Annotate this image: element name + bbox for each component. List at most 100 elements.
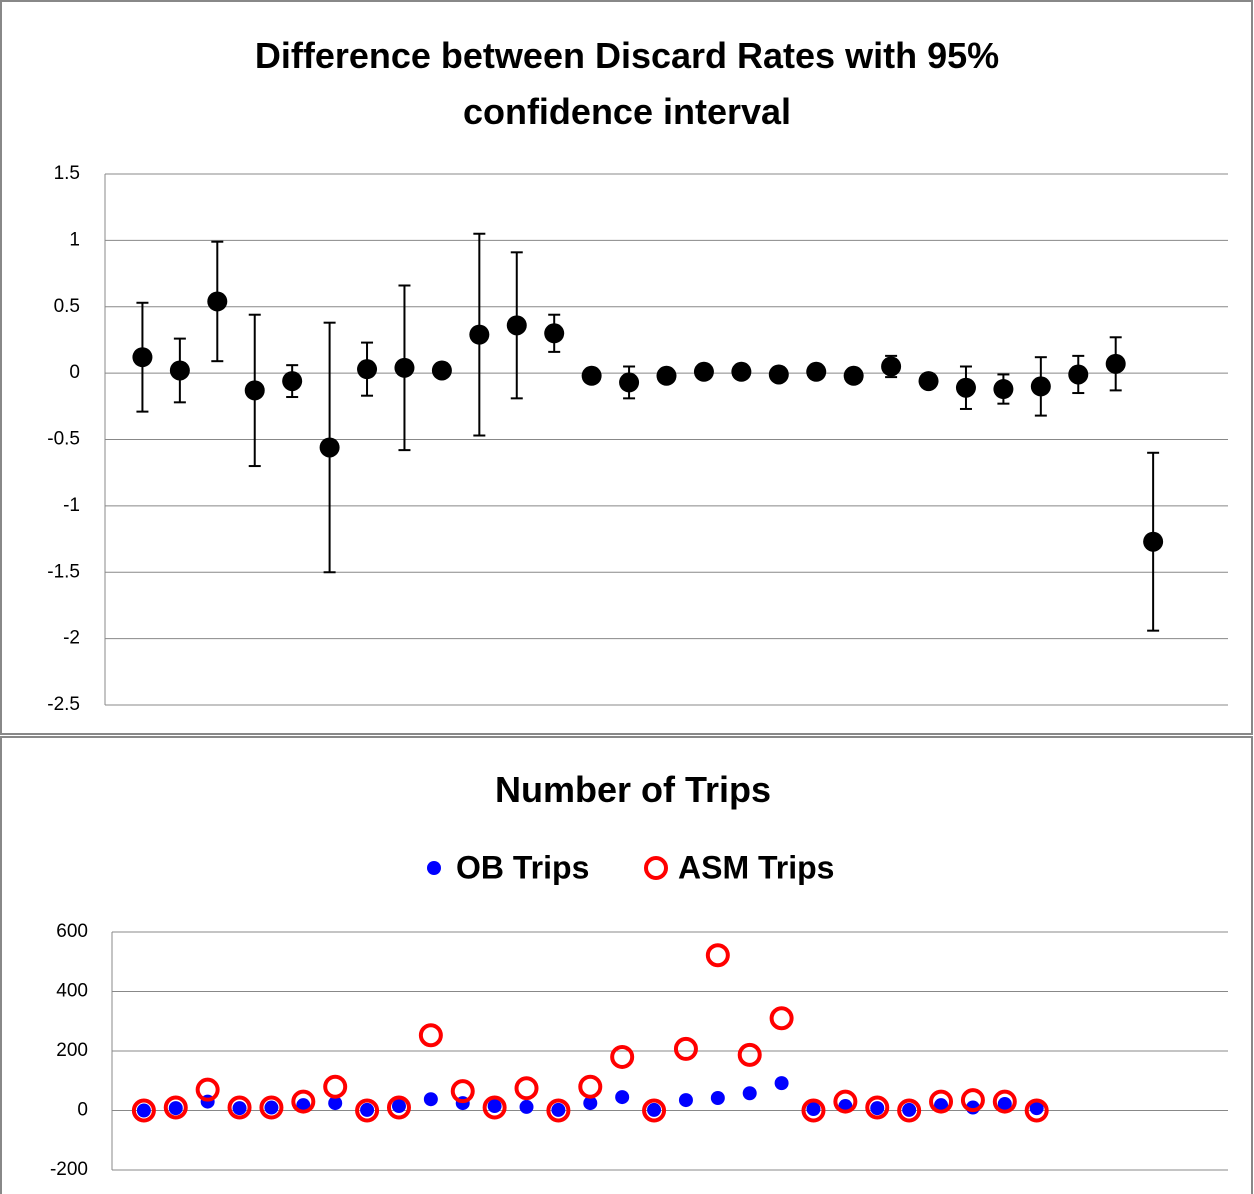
point	[731, 361, 752, 382]
point	[394, 357, 415, 378]
point	[992, 1089, 1017, 1114]
point	[323, 1074, 348, 1099]
point	[769, 1006, 794, 1031]
point	[163, 1095, 188, 1120]
point	[583, 1096, 598, 1111]
point	[1068, 364, 1089, 385]
point	[431, 360, 452, 381]
point	[232, 1101, 247, 1116]
point	[960, 1088, 985, 1113]
point	[514, 1076, 539, 1101]
legend-marker	[644, 856, 668, 880]
point	[693, 361, 714, 382]
point	[469, 324, 490, 345]
point	[355, 1098, 380, 1123]
point	[328, 1096, 343, 1111]
point	[1105, 353, 1126, 374]
point	[544, 323, 565, 344]
chart-frame	[0, 0, 1253, 735]
point	[244, 380, 265, 401]
y-tick-label: -1	[63, 495, 80, 516]
point	[806, 361, 827, 382]
point	[647, 1102, 662, 1117]
y-tick-label: 0.5	[54, 296, 80, 317]
point	[619, 372, 640, 393]
y-tick-label: -1.5	[47, 561, 80, 582]
point	[737, 1042, 762, 1067]
point	[551, 1102, 566, 1117]
point	[132, 347, 153, 368]
point	[997, 1096, 1012, 1111]
chart-title: Number of Trips	[494, 769, 772, 810]
point	[1024, 1098, 1049, 1123]
point	[131, 1098, 156, 1123]
point	[482, 1095, 507, 1120]
point	[1029, 1101, 1044, 1116]
point	[934, 1098, 949, 1113]
point	[578, 1074, 603, 1099]
point	[227, 1095, 252, 1120]
point	[710, 1091, 725, 1106]
point	[360, 1102, 375, 1117]
point	[768, 364, 789, 385]
point	[546, 1098, 571, 1123]
point	[386, 1095, 411, 1120]
y-tick-label: 200	[56, 1040, 88, 1061]
point	[259, 1095, 284, 1120]
point	[291, 1089, 316, 1114]
point	[487, 1099, 502, 1114]
point	[581, 365, 602, 386]
point	[296, 1098, 311, 1113]
point	[897, 1098, 922, 1123]
y-tick-label: 400	[56, 981, 88, 1002]
point	[391, 1099, 406, 1114]
point	[642, 1098, 667, 1123]
point	[806, 1102, 821, 1117]
point	[843, 365, 864, 386]
point	[357, 359, 378, 380]
point	[705, 943, 730, 968]
point	[673, 1036, 698, 1061]
point	[918, 371, 939, 392]
point	[168, 1101, 183, 1116]
point	[678, 1093, 693, 1108]
point	[450, 1079, 475, 1104]
point	[801, 1098, 826, 1123]
y-tick-label: -200	[50, 1159, 88, 1180]
point	[519, 1099, 534, 1114]
chart-title: Difference between Discard Rates with 95…	[254, 35, 1000, 132]
point	[207, 291, 228, 312]
point	[615, 1090, 630, 1105]
y-tick-label: -0.5	[47, 429, 80, 450]
legend-label: OB Trips	[456, 849, 589, 885]
point	[610, 1044, 635, 1069]
point	[264, 1100, 279, 1115]
point	[955, 377, 976, 398]
point	[742, 1086, 757, 1101]
y-tick-label: 600	[56, 921, 88, 942]
point	[418, 1023, 443, 1048]
y-tick-label: -2.5	[47, 694, 80, 715]
legend-marker	[427, 861, 441, 875]
point	[870, 1101, 885, 1116]
y-tick-label: 0	[69, 362, 80, 383]
point	[881, 356, 902, 377]
point	[1143, 531, 1164, 552]
y-tick-label: 1	[69, 229, 80, 250]
point	[169, 360, 190, 381]
legend-label: ASM Trips	[678, 849, 834, 885]
y-tick-label: 0	[77, 1100, 88, 1121]
point	[195, 1077, 220, 1102]
point	[1030, 376, 1051, 397]
point	[282, 371, 303, 392]
point	[319, 437, 340, 458]
point	[929, 1089, 954, 1114]
point	[993, 379, 1014, 400]
y-tick-label: 1.5	[54, 163, 80, 184]
point	[902, 1102, 917, 1117]
y-tick-label: -2	[63, 628, 80, 649]
point	[865, 1095, 890, 1120]
point	[656, 365, 677, 386]
point	[833, 1089, 858, 1114]
